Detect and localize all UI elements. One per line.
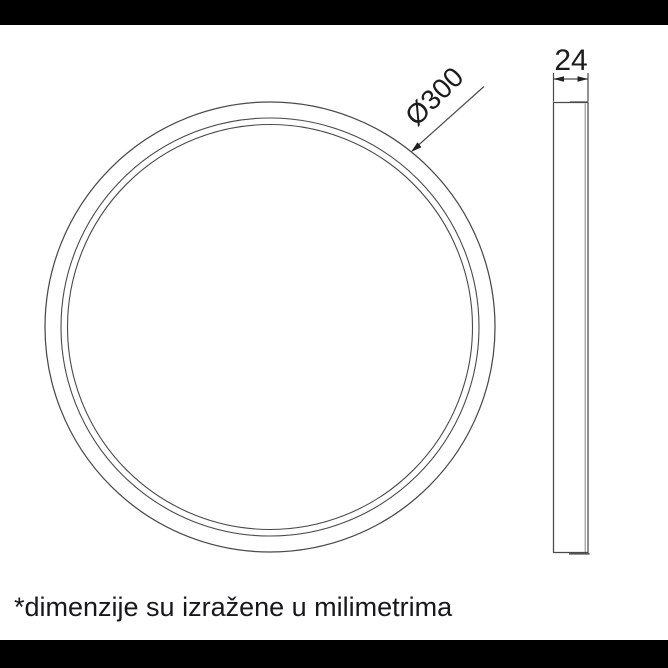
thickness-dimension: 24 — [552, 44, 589, 102]
front-view-outer-circle — [44, 101, 496, 553]
thickness-arrow-left — [553, 76, 564, 82]
thickness-arrow-right — [577, 76, 588, 82]
side-view-outline — [552, 101, 589, 554]
thickness-label: 24 — [554, 44, 587, 77]
diameter-leader-line — [412, 86, 485, 151]
front-view-inner-circle — [66, 123, 474, 531]
side-view: 24 — [552, 44, 590, 555]
letterbox-bar-top — [0, 0, 668, 25]
diameter-dimension: Ø300 — [399, 61, 485, 152]
front-view: Ø300 — [44, 61, 496, 553]
letterbox-bar-bottom — [0, 640, 668, 668]
front-view-rim-circle — [60, 117, 480, 537]
diameter-leader-arrow — [411, 142, 422, 152]
dimensions-footnote: *dimenzije su izražene u milimetrima — [14, 592, 453, 622]
diameter-label: Ø300 — [399, 61, 469, 131]
